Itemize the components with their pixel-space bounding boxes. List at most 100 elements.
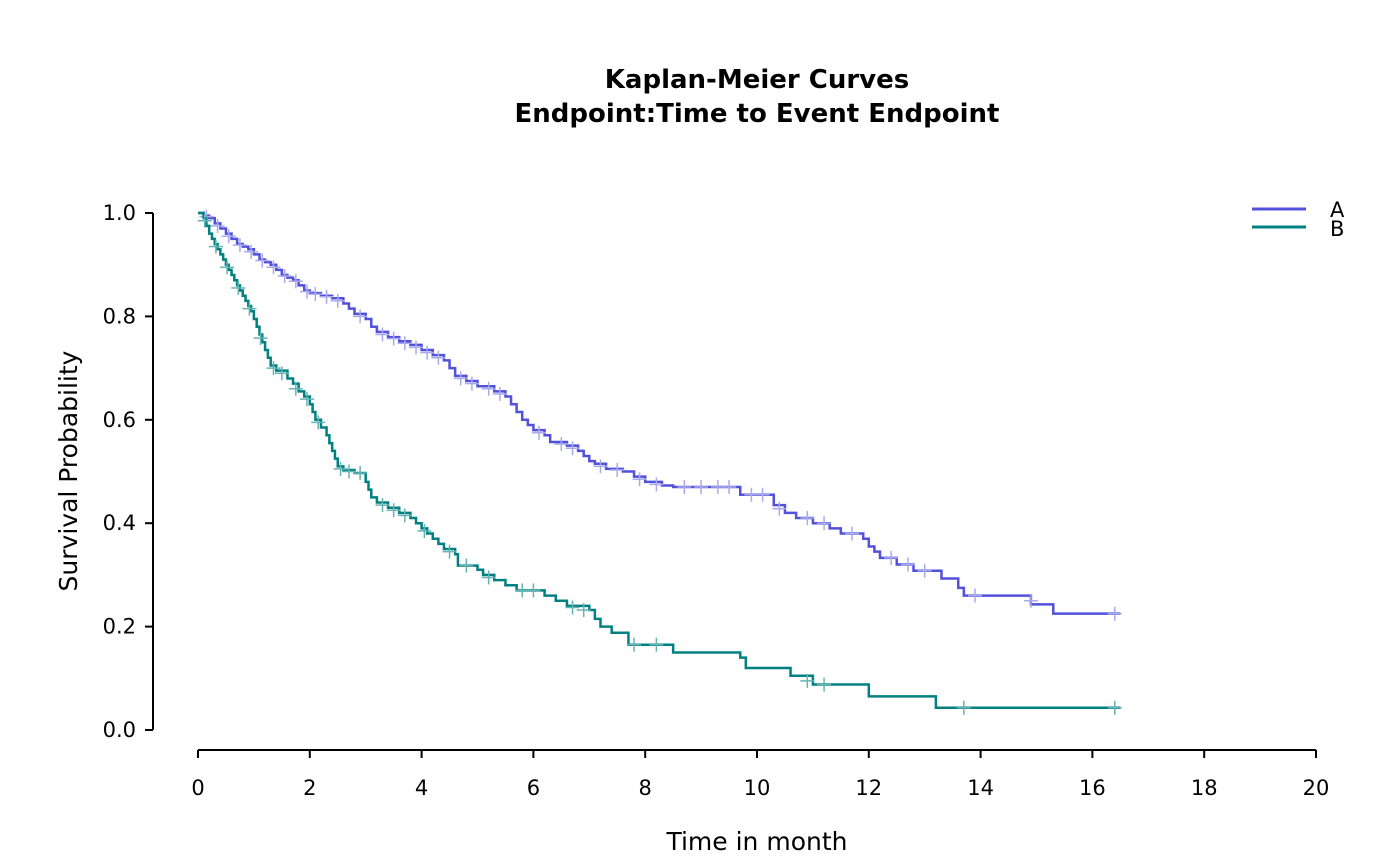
censor-mark-a (531, 425, 546, 440)
censor-mark-a (308, 287, 323, 302)
legend-label-a: A (1330, 198, 1345, 222)
censor-marks-b (197, 213, 1122, 715)
censor-mark-b (341, 464, 356, 479)
censor-mark-a (800, 511, 815, 526)
chart-title-line2: Endpoint:Time to Event Endpoint (515, 99, 1000, 129)
censor-mark-a (300, 284, 315, 299)
x-tick-label-8: 16 (1079, 776, 1106, 800)
censor-mark-b (576, 603, 591, 618)
y-tick-label-2: 0.4 (103, 511, 136, 535)
censor-mark-b (386, 503, 401, 518)
censor-mark-a (453, 371, 468, 386)
censor-mark-a (1107, 606, 1122, 621)
censor-mark-b (565, 600, 580, 615)
censor-mark-a (610, 462, 625, 477)
censor-mark-b (481, 570, 496, 585)
censor-mark-a (845, 526, 860, 541)
y-tick-label-1: 0.2 (103, 615, 136, 639)
censor-mark-b (956, 700, 971, 715)
series-line-a (198, 211, 1121, 615)
censor-mark-b (1107, 700, 1122, 715)
y-tick-label-3: 0.6 (103, 408, 136, 432)
legend-label-b: B (1330, 217, 1344, 241)
censor-mark-b (266, 361, 281, 376)
plot-area (197, 209, 1122, 715)
censor-mark-b (397, 508, 412, 523)
censor-mark-a (319, 289, 334, 304)
censor-mark-a (232, 238, 247, 253)
y-tick-label-0: 0.0 (103, 718, 136, 742)
censor-mark-a (900, 557, 915, 572)
x-tick-label-4: 8 (639, 776, 652, 800)
censor-mark-a (266, 260, 281, 275)
x-tick-label-10: 20 (1303, 776, 1330, 800)
censor-mark-b (817, 677, 832, 692)
censor-mark-a (397, 336, 412, 351)
x-tick-label-0: 0 (191, 776, 204, 800)
censor-mark-a (277, 269, 292, 284)
censor-mark-b (333, 461, 348, 476)
x-tick-label-9: 18 (1191, 776, 1218, 800)
censor-mark-b (274, 366, 289, 381)
censor-mark-a (968, 588, 983, 603)
censor-mark-a (409, 340, 424, 355)
y-tick-label-4: 0.8 (103, 304, 136, 328)
censor-mark-b (197, 213, 212, 228)
x-tick-label-6: 12 (855, 776, 882, 800)
censor-mark-a (649, 477, 664, 492)
censor-mark-a (632, 472, 647, 487)
censor-mark-b (353, 466, 368, 481)
x-axis-label: Time in month (665, 827, 847, 856)
censor-mark-a (255, 253, 270, 268)
x-tick-label-1: 2 (303, 776, 316, 800)
censor-mark-b (311, 415, 326, 430)
censor-mark-a (755, 487, 770, 502)
y-tick-label-5: 1.0 (103, 201, 136, 225)
censor-mark-b (649, 637, 664, 652)
censor-mark-a (554, 437, 569, 452)
censor-mark-b (220, 260, 235, 275)
x-axis: 0 2 4 6 8 10 12 14 16 18 20 (191, 749, 1330, 800)
censor-mark-b (231, 280, 246, 295)
y-axis: 0.0 0.2 0.4 0.6 0.8 1.0 (103, 201, 154, 742)
censor-mark-b (627, 637, 642, 652)
censor-mark-a (492, 386, 507, 401)
censor-mark-a (1023, 593, 1038, 608)
censor-mark-a (694, 480, 709, 495)
censor-mark-a (677, 480, 692, 495)
series-line-b (198, 211, 1121, 710)
censor-mark-a (917, 563, 932, 578)
censor-mark-a (431, 350, 446, 365)
censor-mark-a (353, 309, 368, 324)
censor-mark-b (800, 673, 815, 688)
censor-mark-a (330, 293, 345, 308)
censor-mark-b (459, 558, 474, 573)
censor-mark-b (526, 583, 541, 598)
censor-mark-a (210, 218, 225, 233)
y-axis-label: Survival Probability (54, 350, 83, 591)
censor-mark-a (481, 381, 496, 396)
x-tick-label-5: 10 (744, 776, 771, 800)
legend: A B (1252, 198, 1345, 241)
censor-mark-b (442, 544, 457, 559)
x-tick-label-3: 6 (527, 776, 540, 800)
censor-mark-a (375, 327, 390, 342)
censor-mark-b (288, 381, 303, 396)
censor-mark-b (253, 331, 268, 346)
censor-mark-b (417, 523, 432, 538)
censor-mark-a (722, 480, 737, 495)
censor-marks-a (199, 209, 1122, 621)
censor-mark-a (884, 550, 899, 565)
censor-mark-a (221, 229, 236, 244)
censor-mark-b (300, 392, 315, 407)
chart-title-line1: Kaplan-Meier Curves (605, 65, 909, 95)
x-tick-label-7: 14 (967, 776, 994, 800)
censor-mark-a (420, 345, 435, 360)
censor-mark-a (593, 459, 608, 474)
censor-mark-a (464, 376, 479, 391)
x-tick-label-2: 4 (415, 776, 428, 800)
censor-mark-a (288, 274, 303, 289)
censor-mark-a (772, 501, 787, 516)
censor-mark-b (242, 301, 257, 316)
